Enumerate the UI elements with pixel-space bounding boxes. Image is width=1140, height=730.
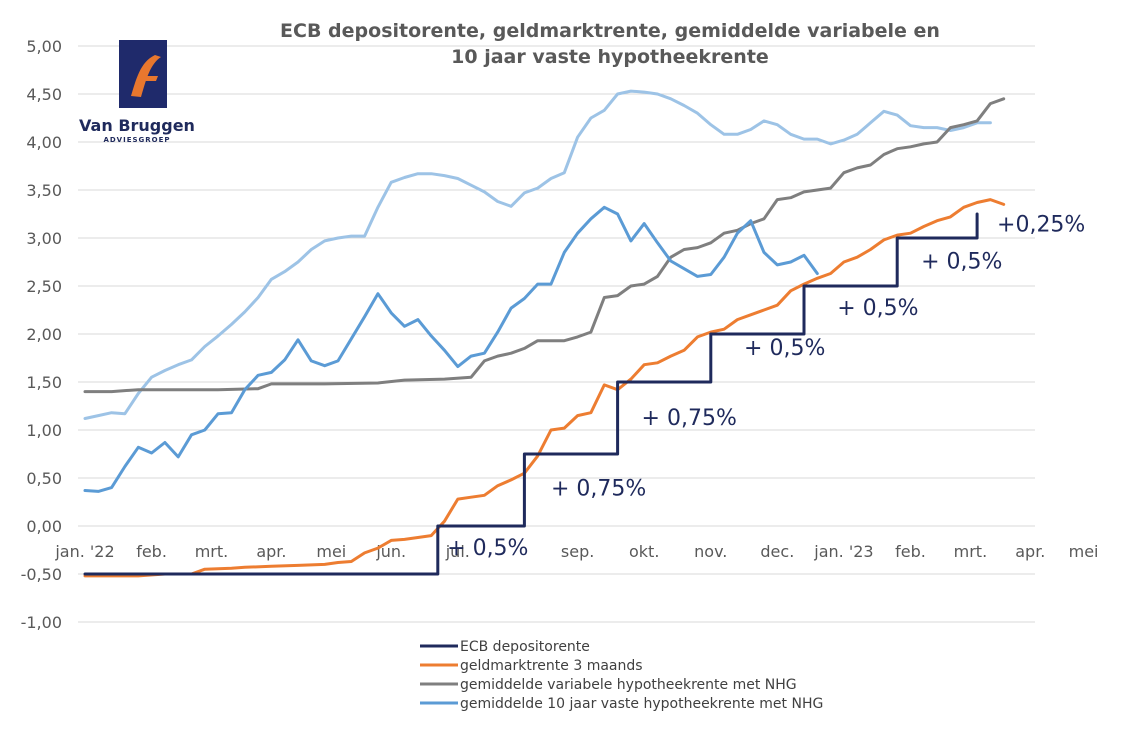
x-tick-label: mrt. xyxy=(954,542,988,561)
x-tick-label: jun. xyxy=(375,542,406,561)
y-tick-label: -1,00 xyxy=(21,613,62,632)
y-tick-label: 2,00 xyxy=(26,325,62,344)
x-tick-label: feb. xyxy=(895,542,926,561)
rate-step-label: + 0,5% xyxy=(921,250,1002,275)
logo-name: Van Bruggen xyxy=(79,116,195,135)
x-tick-label: okt. xyxy=(629,542,659,561)
y-tick-label: 4,00 xyxy=(26,133,62,152)
x-tick-label: mei xyxy=(316,542,346,561)
x-tick-label: apr. xyxy=(256,542,286,561)
x-tick-label: jan. '22 xyxy=(54,542,114,561)
x-tick-label: mei xyxy=(1069,542,1099,561)
x-tick-label: dec. xyxy=(760,542,794,561)
rate-step-label: + 0,75% xyxy=(642,406,737,431)
x-tick-label: nov. xyxy=(694,542,727,561)
x-tick-label: feb. xyxy=(136,542,167,561)
x-tick-label: mrt. xyxy=(195,542,229,561)
x-tick-label: apr. xyxy=(1015,542,1045,561)
rate-step-label: + 0,5% xyxy=(837,296,918,321)
series-line-4 xyxy=(83,89,992,420)
series-lines xyxy=(83,89,1006,578)
y-axis-ticks: 5,00 4,50 4,00 3,50 3,00 2,50 2,00 1,50 1,00 0,50… xyxy=(21,37,62,632)
y-tick-label: 0,00 xyxy=(26,517,62,536)
x-tick-label: jul. xyxy=(445,542,470,561)
rate-step-label: +0,25% xyxy=(997,212,1085,237)
y-tick-label: 5,00 xyxy=(26,37,62,56)
logo: Van Bruggen ADVIESGROEP xyxy=(79,40,195,144)
y-tick-label: 4,50 xyxy=(26,85,62,104)
legend-label: gemiddelde variabele hypotheekrente met … xyxy=(460,677,797,693)
logo-mark-bar-icon xyxy=(137,76,158,81)
logo-subtitle: ADVIESGROEP xyxy=(103,136,170,144)
y-tick-label: -0,50 xyxy=(21,565,62,584)
legend-label: geldmarktrente 3 maands xyxy=(460,658,643,674)
x-tick-label: jan. '23 xyxy=(813,542,873,561)
x-tick-label: sep. xyxy=(561,542,594,561)
rate-step-label: + 0,75% xyxy=(551,476,646,501)
y-tick-label: 1,00 xyxy=(26,421,62,440)
y-tick-label: 0,50 xyxy=(26,469,62,488)
chart-title-line-2: 10 jaar vaste hypotheekrente xyxy=(451,46,769,68)
y-tick-label: 3,00 xyxy=(26,229,62,248)
series-line-0 xyxy=(83,212,979,576)
legend-label: ECB depositorente xyxy=(460,639,590,655)
series-line-3 xyxy=(83,205,819,493)
rate-step-label: + 0,5% xyxy=(447,536,528,561)
rate-step-annotations: + 0,5%+ 0,75%+ 0,75%+ 0,5%+ 0,5%+ 0,5%+0… xyxy=(447,212,1085,561)
legend-label: gemiddelde 10 jaar vaste hypotheekrente … xyxy=(460,696,823,712)
y-tick-label: 1,50 xyxy=(26,373,62,392)
y-tick-label: 2,50 xyxy=(26,277,62,296)
chart-title-line-1: ECB depositorente, geldmarktrente, gemid… xyxy=(280,20,940,42)
y-tick-label: 3,50 xyxy=(26,181,62,200)
series-line-1 xyxy=(83,198,1006,578)
rate-step-label: + 0,5% xyxy=(744,336,825,361)
x-axis-ticks: jan. '22 feb. mrt. apr. mei jun. jul. sep. okt. n… xyxy=(54,542,1098,561)
legend: ECB depositorente geldmarktrente 3 maands… xyxy=(420,639,823,712)
series-line-2 xyxy=(83,97,1006,394)
